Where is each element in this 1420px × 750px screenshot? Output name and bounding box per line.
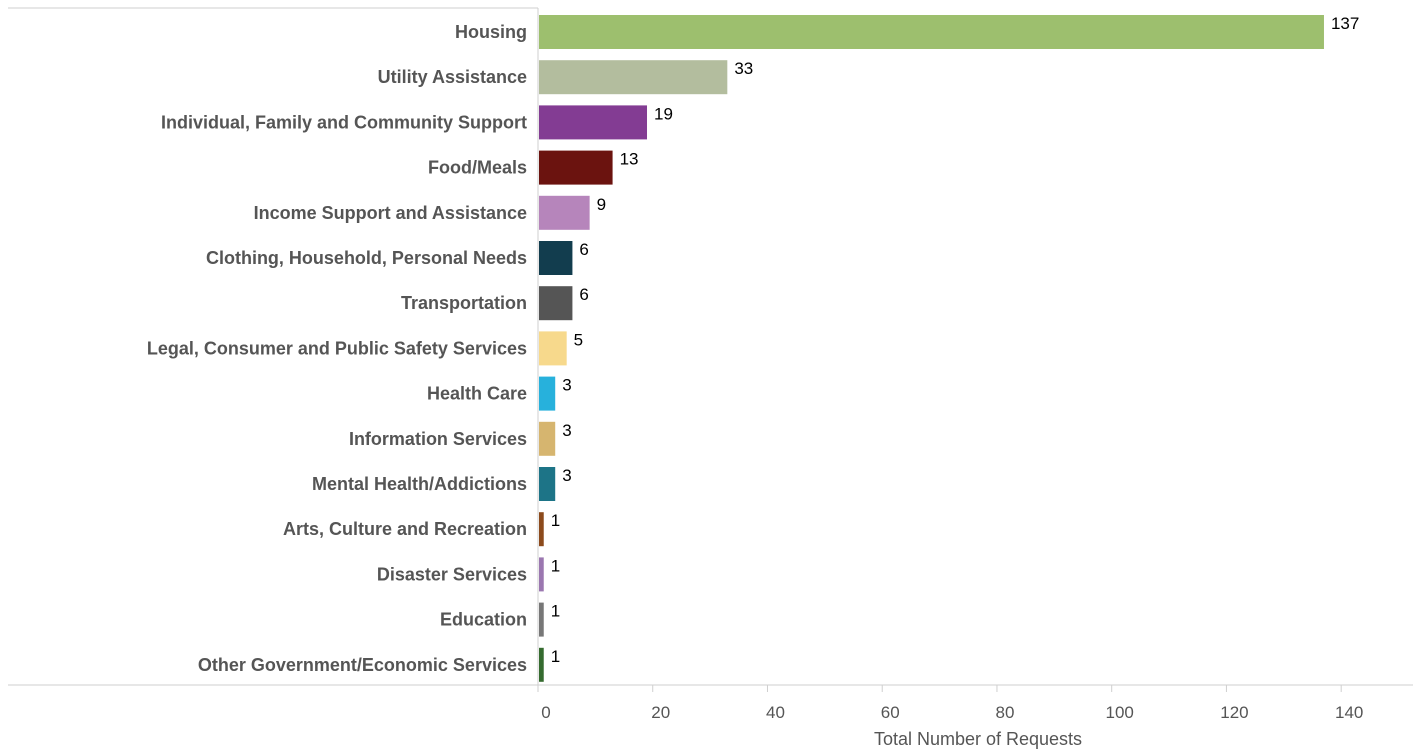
value-label-disaster-services: 1 [551,556,560,575]
value-label-education: 1 [551,602,560,621]
value-label-clothing-household-personal-needs: 6 [579,240,588,259]
bar-disaster-services [539,557,544,592]
value-label-health-care: 3 [562,376,571,395]
x-axis-title: Total Number of Requests [874,729,1082,749]
value-label-food-meals: 13 [620,150,639,169]
value-label-individual-family-and-community-support: 19 [654,104,673,123]
value-label-other-government-economic-services: 1 [551,647,560,666]
bar-utility-assistance [539,60,728,95]
bar-clothing-household-personal-needs [539,241,573,275]
category-label-other-government-economic-services: Other Government/Economic Services [198,655,527,675]
category-label-clothing-household-personal-needs: Clothing, Household, Personal Needs [206,248,527,268]
category-label-mental-health-addictions: Mental Health/Addictions [312,474,527,494]
category-label-transportation: Transportation [401,293,527,313]
category-label-education: Education [440,610,527,630]
value-label-income-support-and-assistance: 9 [597,195,606,214]
category-label-information-services: Information Services [349,429,527,449]
category-label-housing: Housing [455,22,527,42]
bar-transportation [539,286,573,321]
value-label-transportation: 6 [579,285,588,304]
x-tick-label: 120 [1220,703,1248,722]
x-axis-ticks: 0 20 40 60 80 100 120 140 [537,685,1363,722]
x-tick-label: 60 [881,703,900,722]
chart-axes [8,7,1413,686]
category-label-income-support-and-assistance: Income Support and Assistance [254,203,527,223]
bar-food-meals [539,150,613,185]
category-label-health-care: Health Care [427,384,527,404]
category-label-food-meals: Food/Meals [428,158,527,178]
bar-mental-health-addictions [539,467,556,501]
bar-arts-culture-and-recreation [539,512,544,547]
bar-other-government-economic-services [539,647,544,682]
bar-housing [539,15,1324,49]
bar-individual-family-and-community-support [539,105,648,140]
x-tick-label: 0 [541,703,550,722]
category-label-individual-family-and-community-support: Individual, Family and Community Support [161,112,527,132]
bar-income-support-and-assistance [539,195,590,230]
bar-education [539,602,544,637]
value-label-utility-assistance: 33 [734,59,753,78]
x-tick-label: 20 [651,703,670,722]
x-tick-label: 80 [995,703,1014,722]
bars-group [539,15,1324,682]
x-tick-label: 40 [766,703,785,722]
category-label-disaster-services: Disaster Services [377,564,527,584]
x-tick-label: 100 [1106,703,1134,722]
value-label-arts-culture-and-recreation: 1 [551,511,560,530]
category-labels: Housing Utility Assistance Individual, Fam… [147,22,527,675]
value-label-information-services: 3 [562,421,571,440]
category-label-arts-culture-and-recreation: Arts, Culture and Recreation [283,519,527,539]
value-label-mental-health-addictions: 3 [562,466,571,485]
category-label-legal-consumer-and-public-safety-services: Legal, Consumer and Public Safety Servic… [147,338,527,358]
value-label-legal-consumer-and-public-safety-services: 5 [574,330,583,349]
bar-information-services [539,421,556,456]
value-label-housing: 137 [1331,14,1359,33]
category-label-utility-assistance: Utility Assistance [378,67,527,87]
bar-health-care [539,376,556,411]
bar-legal-consumer-and-public-safety-services [539,331,567,366]
x-tick-label: 140 [1335,703,1363,722]
